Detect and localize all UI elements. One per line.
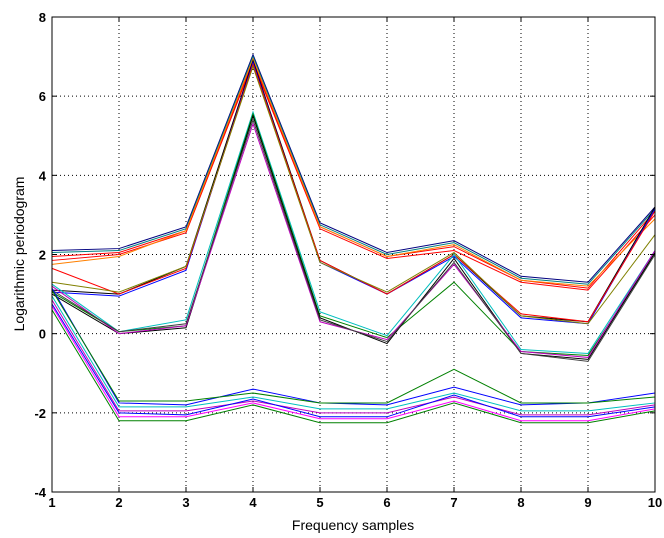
y-tick-label: 6 <box>39 89 46 104</box>
x-tick-label: 6 <box>383 495 390 510</box>
y-tick-label: 8 <box>39 10 46 25</box>
x-axis-label: Frequency samples <box>292 517 414 533</box>
y-tick-label: -2 <box>34 406 46 421</box>
x-tick-label: 1 <box>48 495 55 510</box>
y-tick-label: 0 <box>39 327 46 342</box>
x-tick-label: 7 <box>450 495 457 510</box>
x-tick-label: 8 <box>517 495 524 510</box>
x-tick-label: 3 <box>182 495 189 510</box>
x-tick-label: 5 <box>316 495 323 510</box>
x-tick-label: 9 <box>584 495 591 510</box>
x-tick-label: 2 <box>115 495 122 510</box>
y-tick-label: 4 <box>39 168 47 183</box>
y-axis-label: Logarithmic periodogram <box>11 177 27 332</box>
x-tick-label: 4 <box>249 495 257 510</box>
y-tick-label: -4 <box>34 485 46 500</box>
x-tick-label: 10 <box>648 495 662 510</box>
y-tick-label: 2 <box>39 248 46 263</box>
